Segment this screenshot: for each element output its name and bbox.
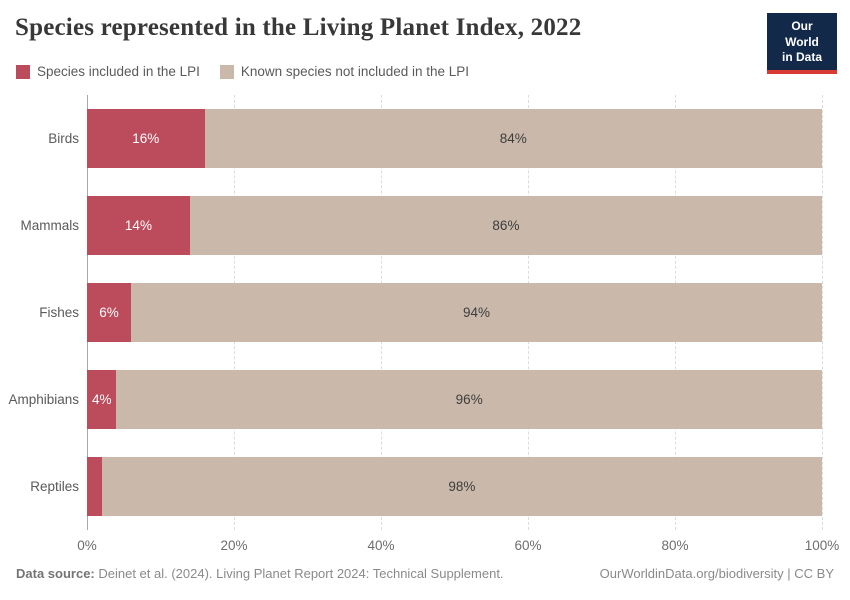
bar-segment-not-included[interactable]: 94% bbox=[131, 283, 822, 342]
legend-swatch-icon bbox=[16, 64, 30, 79]
legend-swatch-icon bbox=[219, 64, 234, 79]
bar-value-label: 96% bbox=[455, 392, 483, 407]
credit-link[interactable]: OurWorldinData.org/biodiversity | CC BY bbox=[599, 566, 834, 581]
bar-value-label: 84% bbox=[499, 131, 527, 146]
bar-segment-not-included[interactable]: 84% bbox=[204, 109, 822, 168]
bar-segment-included[interactable]: 4% bbox=[87, 370, 117, 429]
category-label: Mammals bbox=[20, 218, 79, 233]
chart-footer: Data source: Deinet et al. (2024). Livin… bbox=[16, 566, 834, 581]
bar-value-label: 14% bbox=[124, 218, 152, 233]
bar-segment-not-included[interactable]: 96% bbox=[116, 370, 822, 429]
bar-value-label: 4% bbox=[91, 392, 112, 407]
legend-label: Species included in the LPI bbox=[37, 64, 200, 79]
x-axis-tick-label: 80% bbox=[661, 538, 689, 553]
bar-segment-not-included[interactable]: 98% bbox=[101, 457, 822, 516]
category-label: Fishes bbox=[39, 305, 79, 320]
x-axis-tick-label: 20% bbox=[220, 538, 248, 553]
bar-row-reptiles: Reptiles 98% bbox=[30, 443, 822, 530]
bar-segment-included[interactable]: 14% bbox=[87, 196, 190, 255]
data-source-text: Deinet et al. (2024). Living Planet Repo… bbox=[94, 566, 504, 581]
bar-row-fishes: Fishes 6% 94% bbox=[39, 269, 822, 356]
data-source-note: Data source: Deinet et al. (2024). Livin… bbox=[16, 566, 504, 581]
bar-value-label: 98% bbox=[448, 479, 476, 494]
bar-segment-not-included[interactable]: 86% bbox=[189, 196, 822, 255]
bar-value-label: 16% bbox=[132, 131, 160, 146]
stacked-bar[interactable]: 14% 86% bbox=[87, 196, 822, 255]
bar-segment-included[interactable]: 6% bbox=[87, 283, 132, 342]
stacked-bar[interactable]: 16% 84% bbox=[87, 109, 822, 168]
category-label: Amphibians bbox=[8, 392, 79, 407]
data-source-label: Data source: bbox=[16, 566, 95, 581]
legend-label: Known species not included in the LPI bbox=[240, 64, 470, 79]
chart-legend: Species included in the LPI Known species… bbox=[16, 64, 469, 79]
legend-item[interactable]: Species included in the LPI bbox=[16, 64, 200, 79]
page-title: Species represented in the Living Planet… bbox=[15, 14, 582, 41]
owid-logo-line2: in Data bbox=[781, 50, 822, 65]
vertical-gridline bbox=[822, 95, 823, 530]
bar-row-mammals: Mammals 14% 86% bbox=[20, 182, 822, 269]
bar-value-label: 94% bbox=[463, 305, 491, 320]
stacked-bar[interactable]: 6% 94% bbox=[87, 283, 822, 342]
x-axis-tick-label: 60% bbox=[514, 538, 542, 553]
bar-row-birds: Birds 16% 84% bbox=[48, 95, 822, 182]
x-axis-tick-label: 100% bbox=[804, 538, 840, 553]
x-axis-tick-label: 40% bbox=[367, 538, 395, 553]
legend-item[interactable]: Known species not included in the LPI bbox=[219, 64, 470, 79]
x-axis-tick-label: 0% bbox=[77, 538, 97, 553]
bar-segment-included[interactable]: 16% bbox=[87, 109, 205, 168]
bar-segment-included[interactable] bbox=[87, 457, 102, 516]
stacked-bar[interactable]: 98% bbox=[87, 457, 822, 516]
bar-row-amphibians: Amphibians 4% 96% bbox=[8, 356, 822, 443]
owid-logo-line1: Our World bbox=[785, 19, 819, 49]
bar-value-label: 6% bbox=[99, 305, 119, 320]
stacked-bar[interactable]: 4% 96% bbox=[87, 370, 822, 429]
owid-logo[interactable]: Our World in Data bbox=[767, 13, 837, 74]
bar-value-label: 86% bbox=[492, 218, 520, 233]
category-label: Birds bbox=[48, 131, 79, 146]
chart-plot-area: 0% 20% 40% 60% 80% 100% Birds 16% 84% Mammals 14% 8… bbox=[8, 95, 839, 553]
category-label: Reptiles bbox=[30, 479, 79, 494]
